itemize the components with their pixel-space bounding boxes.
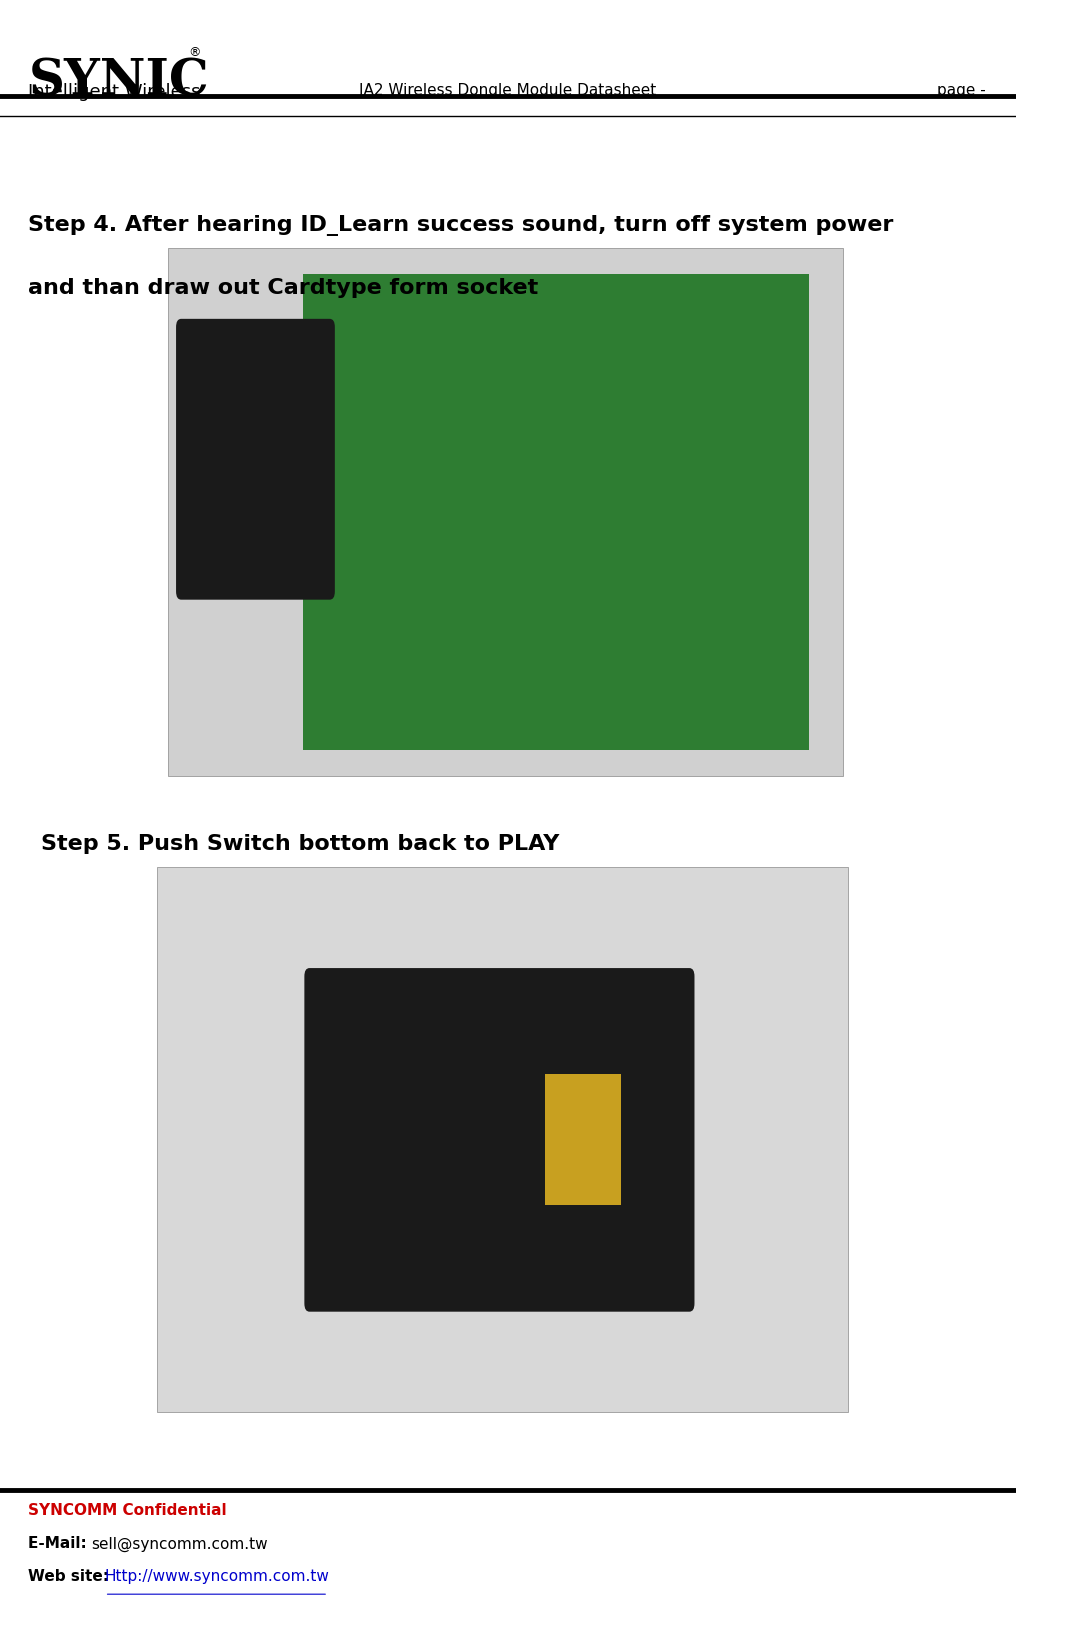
Text: IA2 Wireless Dongle Module Datasheet: IA2 Wireless Dongle Module Datasheet <box>359 83 657 97</box>
Text: Step 4. After hearing ID_Learn success sound, turn off system power: Step 4. After hearing ID_Learn success s… <box>29 215 894 236</box>
FancyBboxPatch shape <box>158 867 849 1412</box>
FancyBboxPatch shape <box>176 319 335 600</box>
Text: E-Mail:: E-Mail: <box>29 1536 92 1551</box>
FancyBboxPatch shape <box>167 248 843 776</box>
Text: sell@syncomm.com.tw: sell@syncomm.com.tw <box>91 1536 268 1551</box>
Text: and than draw out Cardtype form socket: and than draw out Cardtype form socket <box>29 278 539 297</box>
Text: Http://www.syncomm.com.tw: Http://www.syncomm.com.tw <box>105 1569 329 1584</box>
Text: page -: page - <box>937 83 985 97</box>
FancyBboxPatch shape <box>545 1074 621 1206</box>
Text: Step 5. Push Switch bottom back to PLAY: Step 5. Push Switch bottom back to PLAY <box>41 834 559 854</box>
Text: Web site:: Web site: <box>29 1569 115 1584</box>
FancyBboxPatch shape <box>305 968 694 1312</box>
Text: SYNIC: SYNIC <box>29 58 209 107</box>
Text: SYNCOMM Confidential: SYNCOMM Confidential <box>29 1503 227 1518</box>
FancyBboxPatch shape <box>303 274 809 750</box>
Text: ®: ® <box>188 46 201 59</box>
Text: Intelligent Wireless: Intelligent Wireless <box>29 83 201 101</box>
